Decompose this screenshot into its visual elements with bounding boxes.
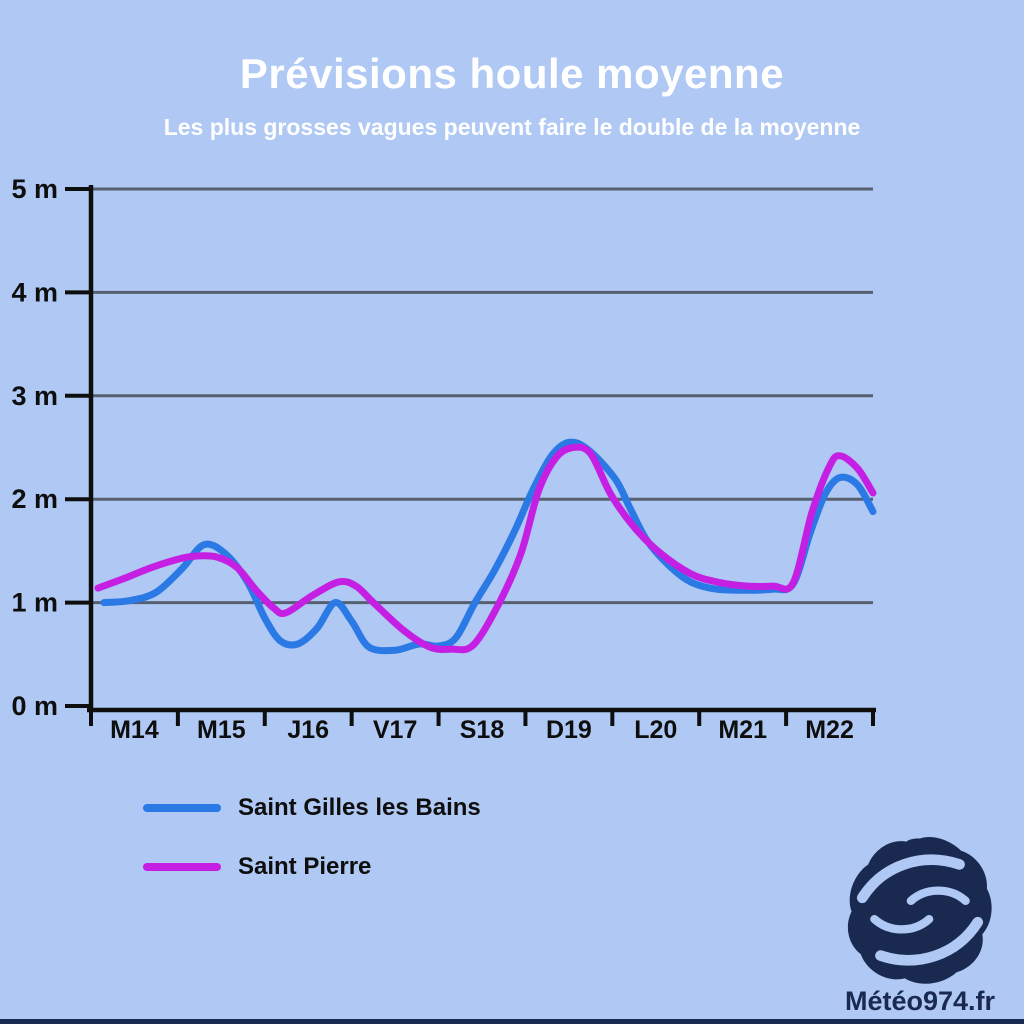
bottom-accent-bar <box>0 1019 1024 1024</box>
legend-line-swatch-blue <box>143 804 221 812</box>
x-tick-label: M21 <box>718 716 767 744</box>
x-tick-label: J16 <box>287 716 329 744</box>
x-tick-label: S18 <box>460 716 505 744</box>
x-tick-label: V17 <box>373 716 417 744</box>
legend-item-saint-gilles: Saint Gilles les Bains <box>143 794 481 822</box>
logo-text: Météo974.fr <box>844 986 996 1016</box>
chart-legend: Saint Gilles les Bains Saint Pierre <box>143 794 481 881</box>
legend-item-saint-pierre: Saint Pierre <box>143 853 481 881</box>
y-tick-label: 2 m <box>11 484 58 514</box>
y-tick-label: 4 m <box>11 277 58 307</box>
legend-line-swatch-magenta <box>143 863 221 871</box>
series-line-saint-pierre <box>94 443 877 654</box>
x-tick-label: L20 <box>634 716 677 744</box>
page-subtitle: Les plus grosses vagues peuvent faire le… <box>163 114 861 140</box>
legend-label: Saint Gilles les Bains <box>238 794 481 821</box>
y-tick-label: 1 m <box>11 588 58 618</box>
x-tick-label: D19 <box>546 716 592 744</box>
page-title: Prévisions houle moyenne <box>239 50 785 97</box>
x-tick-label: M14 <box>110 716 159 744</box>
y-tick-label: 5 m <box>11 174 58 204</box>
legend-label: Saint Pierre <box>238 853 372 880</box>
x-tick-label: M22 <box>805 716 854 744</box>
x-tick-label: M15 <box>197 716 246 744</box>
cyclone-swirl-icon <box>847 837 992 984</box>
meteo974-logo: Météo974.fr <box>832 834 1008 1017</box>
y-tick-label: 3 m <box>11 381 58 411</box>
y-tick-label: 0 m <box>11 691 58 721</box>
